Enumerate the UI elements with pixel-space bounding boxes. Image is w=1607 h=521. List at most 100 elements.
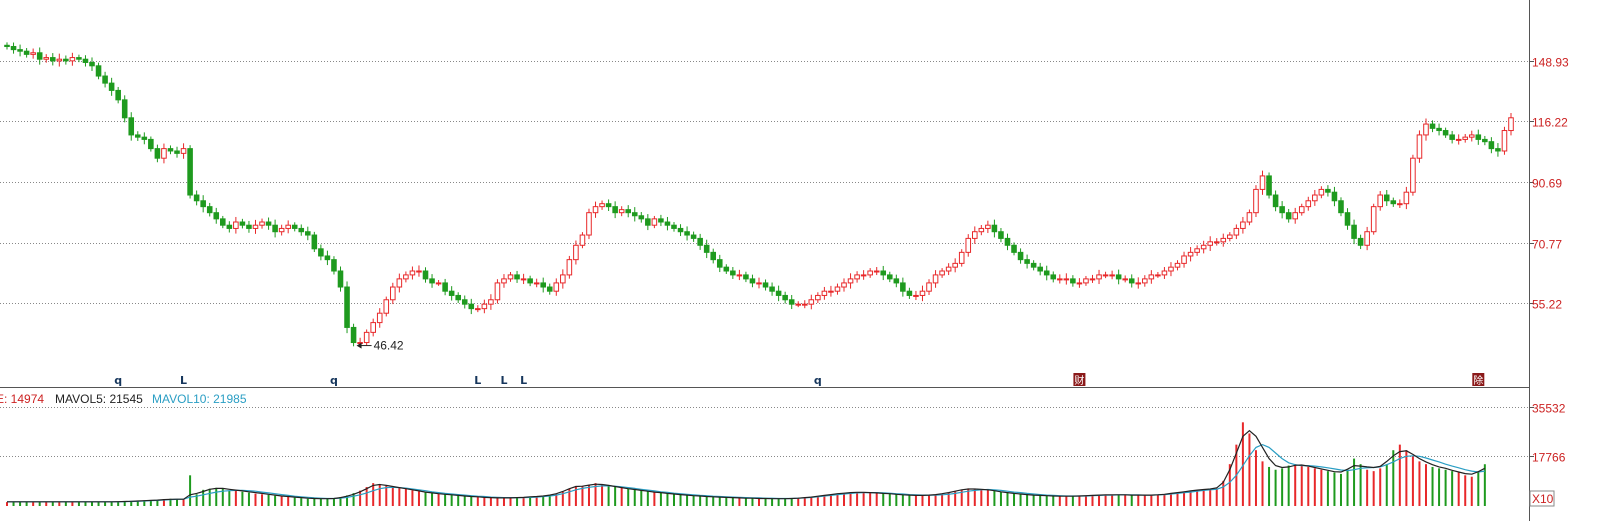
candle [625, 209, 632, 214]
candle [880, 270, 887, 276]
candle [677, 227, 684, 233]
volume-bar [941, 494, 944, 506]
volume-tick-label: 35532 [1532, 402, 1566, 416]
volume-bar [731, 497, 734, 506]
candle [154, 148, 161, 159]
volume-bar [803, 497, 806, 506]
icon-marker-label: 除 [1473, 374, 1483, 387]
candle [658, 218, 664, 223]
volume-bar-series[interactable] [6, 422, 1486, 506]
candle [716, 259, 723, 268]
volume-bar [1398, 444, 1401, 506]
candle [945, 266, 952, 272]
volume-bar [1143, 495, 1146, 506]
candle [1383, 194, 1390, 202]
volume-bar [1078, 495, 1081, 506]
candle [396, 278, 403, 288]
volume-bar [810, 497, 813, 506]
volume-bar [882, 493, 885, 506]
volume-bar [1045, 495, 1048, 506]
candle [318, 248, 324, 257]
volume-bar [1281, 468, 1284, 506]
volume-bar [875, 492, 878, 506]
volume-bar [1346, 469, 1349, 506]
candle [834, 286, 841, 292]
candle [461, 299, 468, 305]
candlestick-series[interactable] [4, 42, 1514, 348]
legend-mavol5: MAVOL5: 21545 [55, 392, 143, 406]
volume-bar [450, 495, 453, 506]
candle [788, 299, 795, 305]
volume-bar [1313, 468, 1316, 506]
volume-bar [699, 495, 702, 506]
volume-bar [300, 498, 303, 506]
volume-bar [1254, 450, 1257, 506]
candle [684, 231, 690, 236]
volume-bar [1464, 475, 1467, 506]
candle [815, 294, 821, 301]
volume-bar [1241, 422, 1244, 506]
volume-bar [836, 493, 839, 506]
event-marker[interactable]: L [520, 374, 527, 387]
event-marker[interactable]: q [814, 374, 822, 387]
candle [998, 231, 1004, 239]
event-marker[interactable]: L [474, 374, 481, 387]
volume-bar [162, 499, 165, 506]
volume-bar [1228, 464, 1231, 506]
volume-bar [856, 492, 859, 506]
volume-bar [509, 497, 512, 506]
event-marker[interactable]: L [180, 374, 187, 387]
candle [23, 50, 30, 55]
candle [1436, 127, 1442, 132]
candle [1468, 134, 1475, 138]
volume-bar [6, 502, 8, 506]
volume-gridlines [0, 407, 1529, 457]
candle [370, 322, 376, 333]
volume-bar [1176, 492, 1179, 506]
candle [1403, 191, 1410, 205]
candle [1246, 212, 1253, 223]
volume-bar [1477, 472, 1480, 506]
candle [213, 212, 220, 220]
volume-bar [581, 486, 584, 506]
candle [1285, 212, 1292, 220]
price-axis-ticks: 148.93 116.22 90.69 70.77 55.22 [1529, 56, 1569, 312]
volume-bar [901, 494, 904, 506]
volume-bar [1261, 461, 1264, 506]
event-marker[interactable]: q [114, 374, 122, 387]
volume-bar [32, 502, 35, 506]
candle [566, 259, 573, 276]
volume-bar [1039, 495, 1042, 506]
volume-bar [620, 487, 623, 506]
finance-report-icon[interactable]: 财 [1073, 373, 1086, 387]
candle [1318, 188, 1325, 196]
volume-bar [1111, 494, 1114, 506]
volume-bar [784, 498, 787, 506]
candle [1070, 278, 1076, 284]
volume-bar [1183, 492, 1186, 506]
volume-bar [1091, 495, 1094, 506]
volume-bar [444, 494, 447, 506]
volume-bar [816, 496, 819, 506]
volume-bar [1294, 464, 1297, 506]
volume-bar [1470, 476, 1473, 506]
volume-bar [411, 490, 414, 506]
volume-bar [346, 495, 349, 506]
event-marker[interactable]: L [500, 374, 507, 387]
candle [965, 237, 972, 253]
volume-bar [640, 490, 643, 506]
candle [187, 148, 193, 196]
candle [893, 278, 900, 284]
volume-bar [1438, 468, 1441, 506]
ex-rights-icon[interactable]: 除 [1472, 373, 1485, 387]
volume-bar [261, 494, 264, 506]
candle [1325, 188, 1331, 193]
volume-bar [653, 492, 656, 506]
legend-volume: E: 14974 [0, 392, 44, 406]
volume-bar [1098, 495, 1101, 506]
candle [246, 224, 252, 229]
event-marker[interactable]: q [330, 374, 338, 387]
candle [697, 237, 703, 246]
low-price-label: 46.42 [374, 339, 404, 353]
volume-bar [555, 494, 558, 506]
